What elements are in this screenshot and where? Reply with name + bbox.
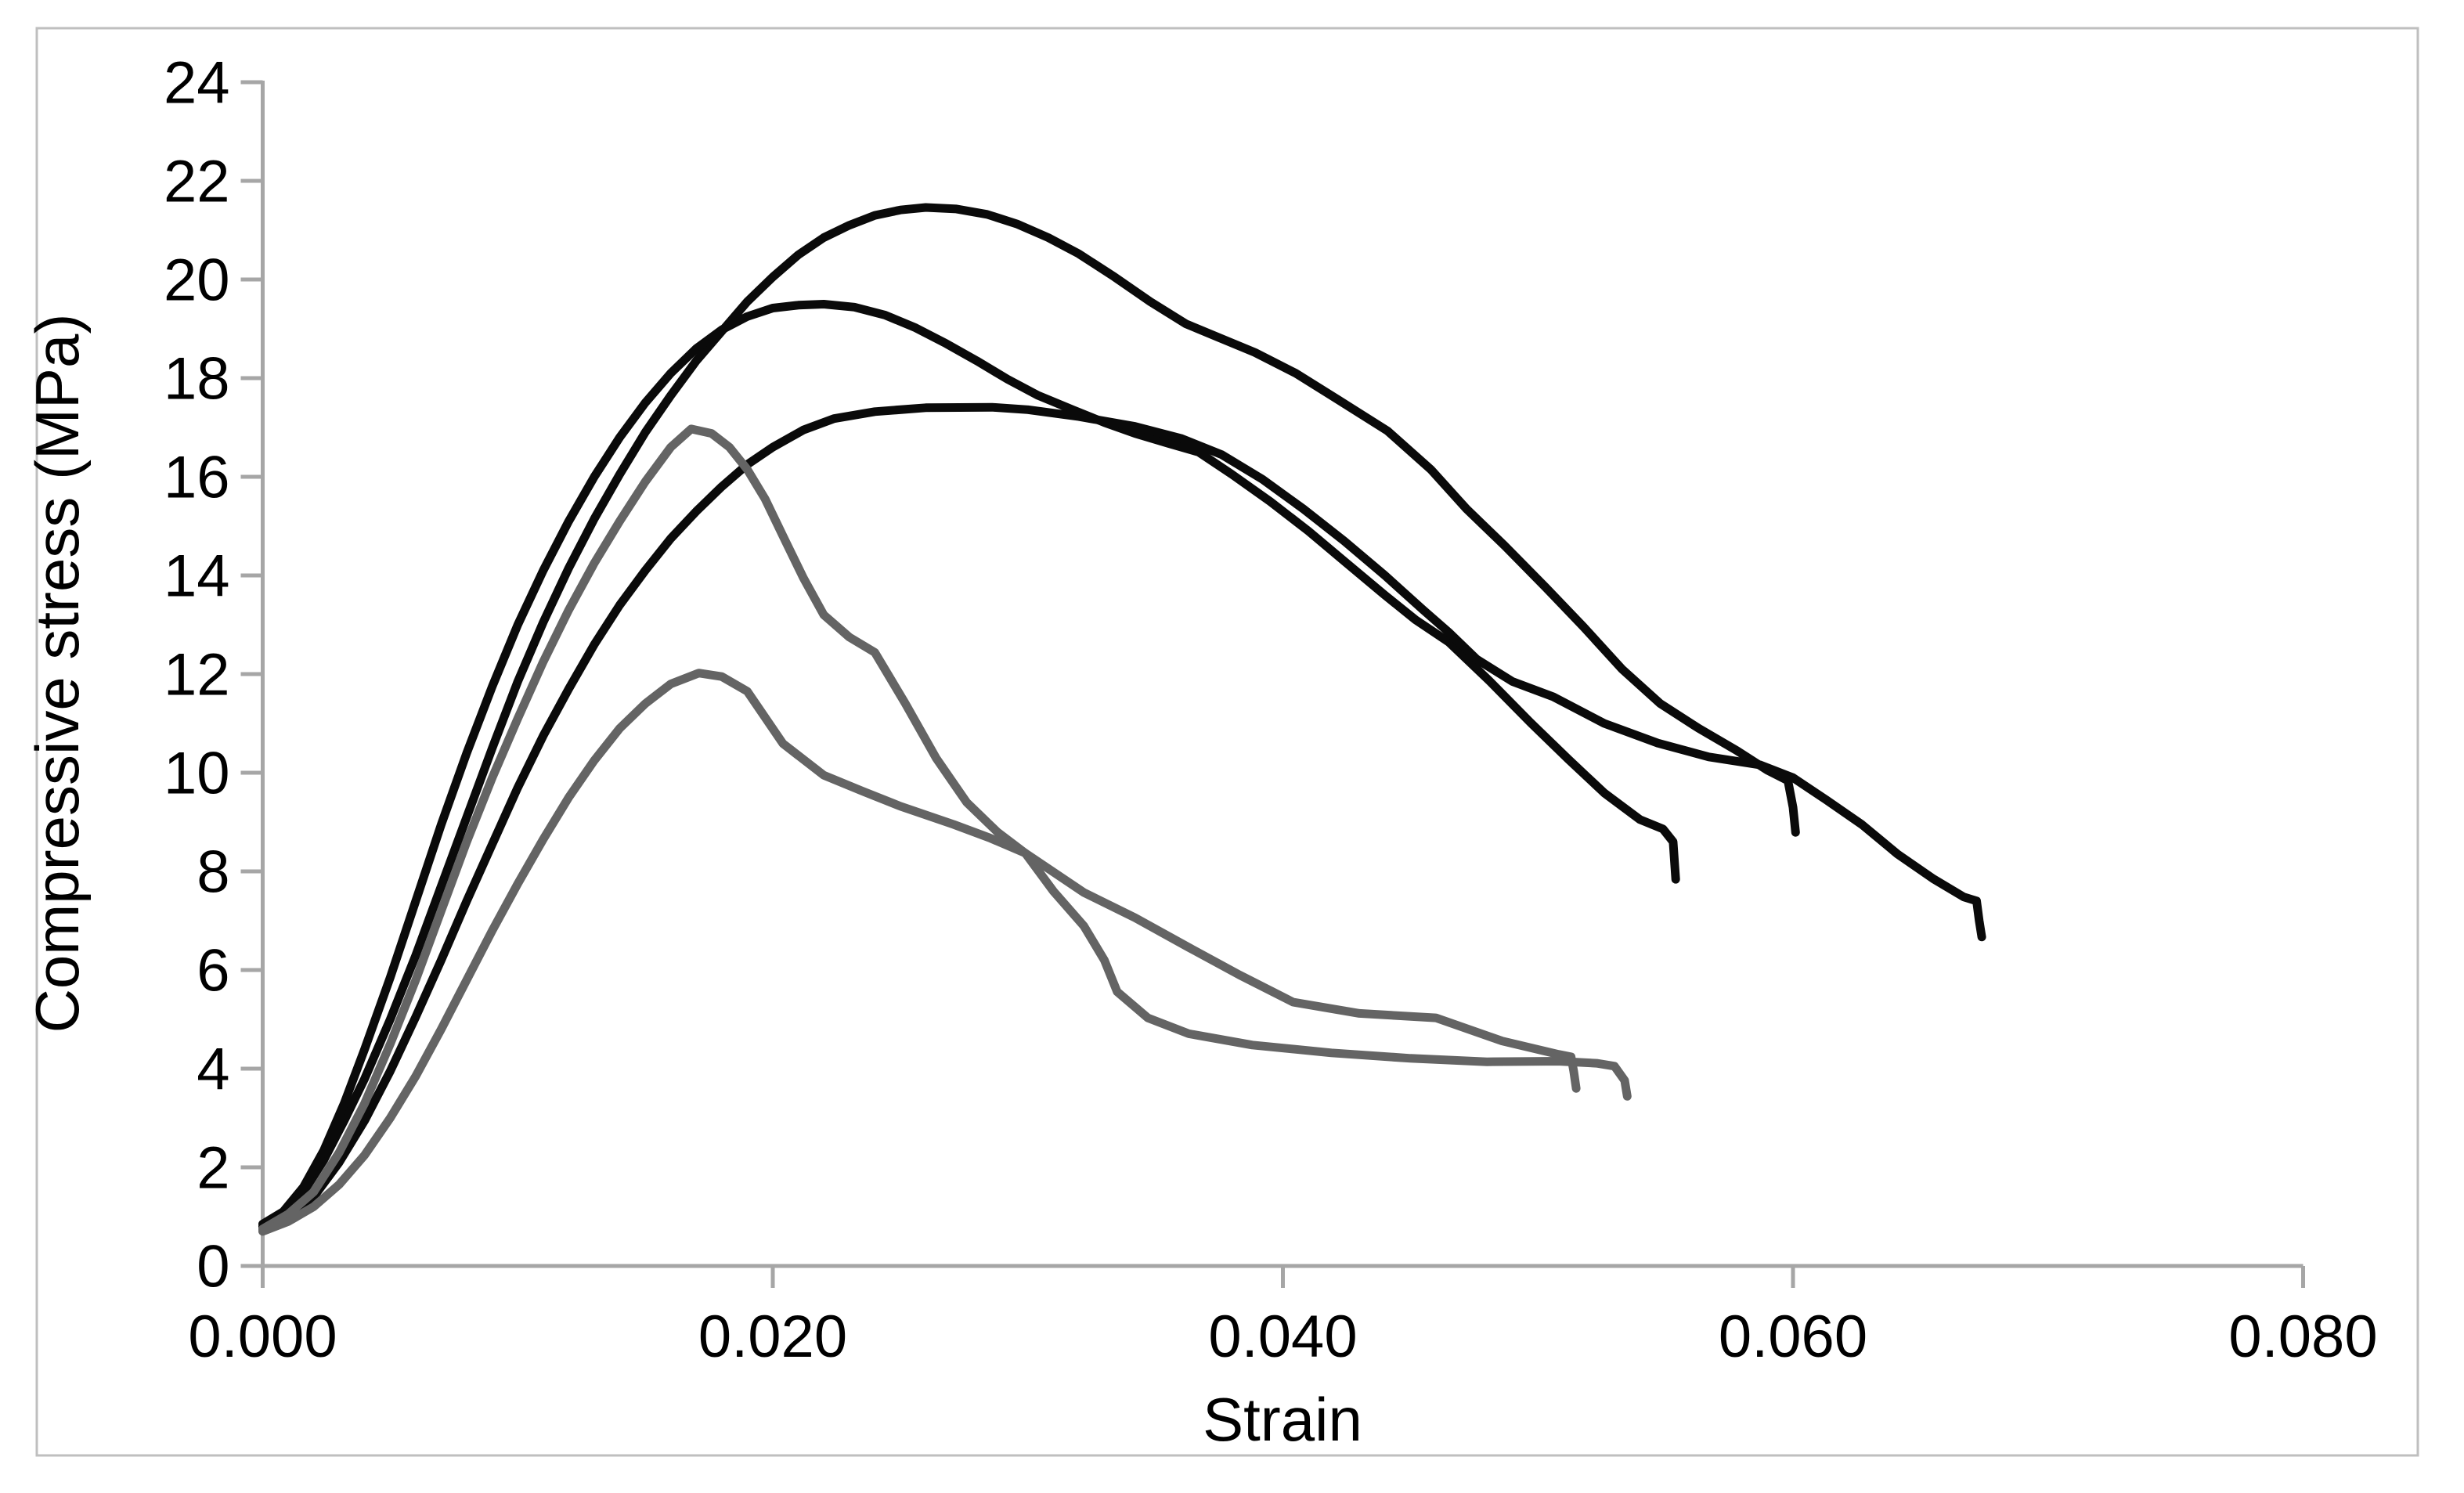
series-layer: [258, 203, 1986, 1236]
y-tick-label-10: 10: [164, 741, 230, 807]
x-tick-label-0.000: 0.000: [188, 1304, 337, 1370]
y-tick-label-22: 22: [164, 149, 230, 215]
y-tick-label-8: 8: [197, 839, 229, 906]
y-tick-label-4: 4: [197, 1037, 229, 1103]
series-gray-curve-peak-12: [258, 669, 1581, 1236]
series-black-curve-peak-19: [258, 300, 1680, 1228]
y-tick-label-0: 0: [197, 1234, 229, 1300]
y-tick-label-2: 2: [197, 1135, 229, 1202]
x-tick-label-0.060: 0.060: [1719, 1304, 1867, 1370]
y-tick-label-12: 12: [164, 642, 230, 709]
x-tick-label-0.080: 0.080: [2228, 1304, 2377, 1370]
y-axis-title: Compressive stress (MPa): [23, 314, 92, 1033]
y-tick-label-6: 6: [197, 938, 229, 1004]
figure-border: [35, 27, 2419, 1457]
x-axis-title: Strain: [1203, 1385, 1362, 1454]
x-tick-label-0.040: 0.040: [1208, 1304, 1357, 1370]
y-tick-label-20: 20: [164, 247, 230, 314]
y-tick-label-14: 14: [164, 543, 230, 610]
y-tick-label-24: 24: [164, 50, 230, 117]
y-tick-label-16: 16: [164, 445, 230, 511]
y-tick-label-18: 18: [164, 346, 230, 413]
x-tick-label-0.020: 0.020: [698, 1304, 847, 1370]
series-gray-curve-peak-17: [258, 424, 1632, 1234]
series-black-curve-peak-21: [258, 203, 1800, 1232]
series-black-curve-peak-17: [258, 402, 1986, 1234]
